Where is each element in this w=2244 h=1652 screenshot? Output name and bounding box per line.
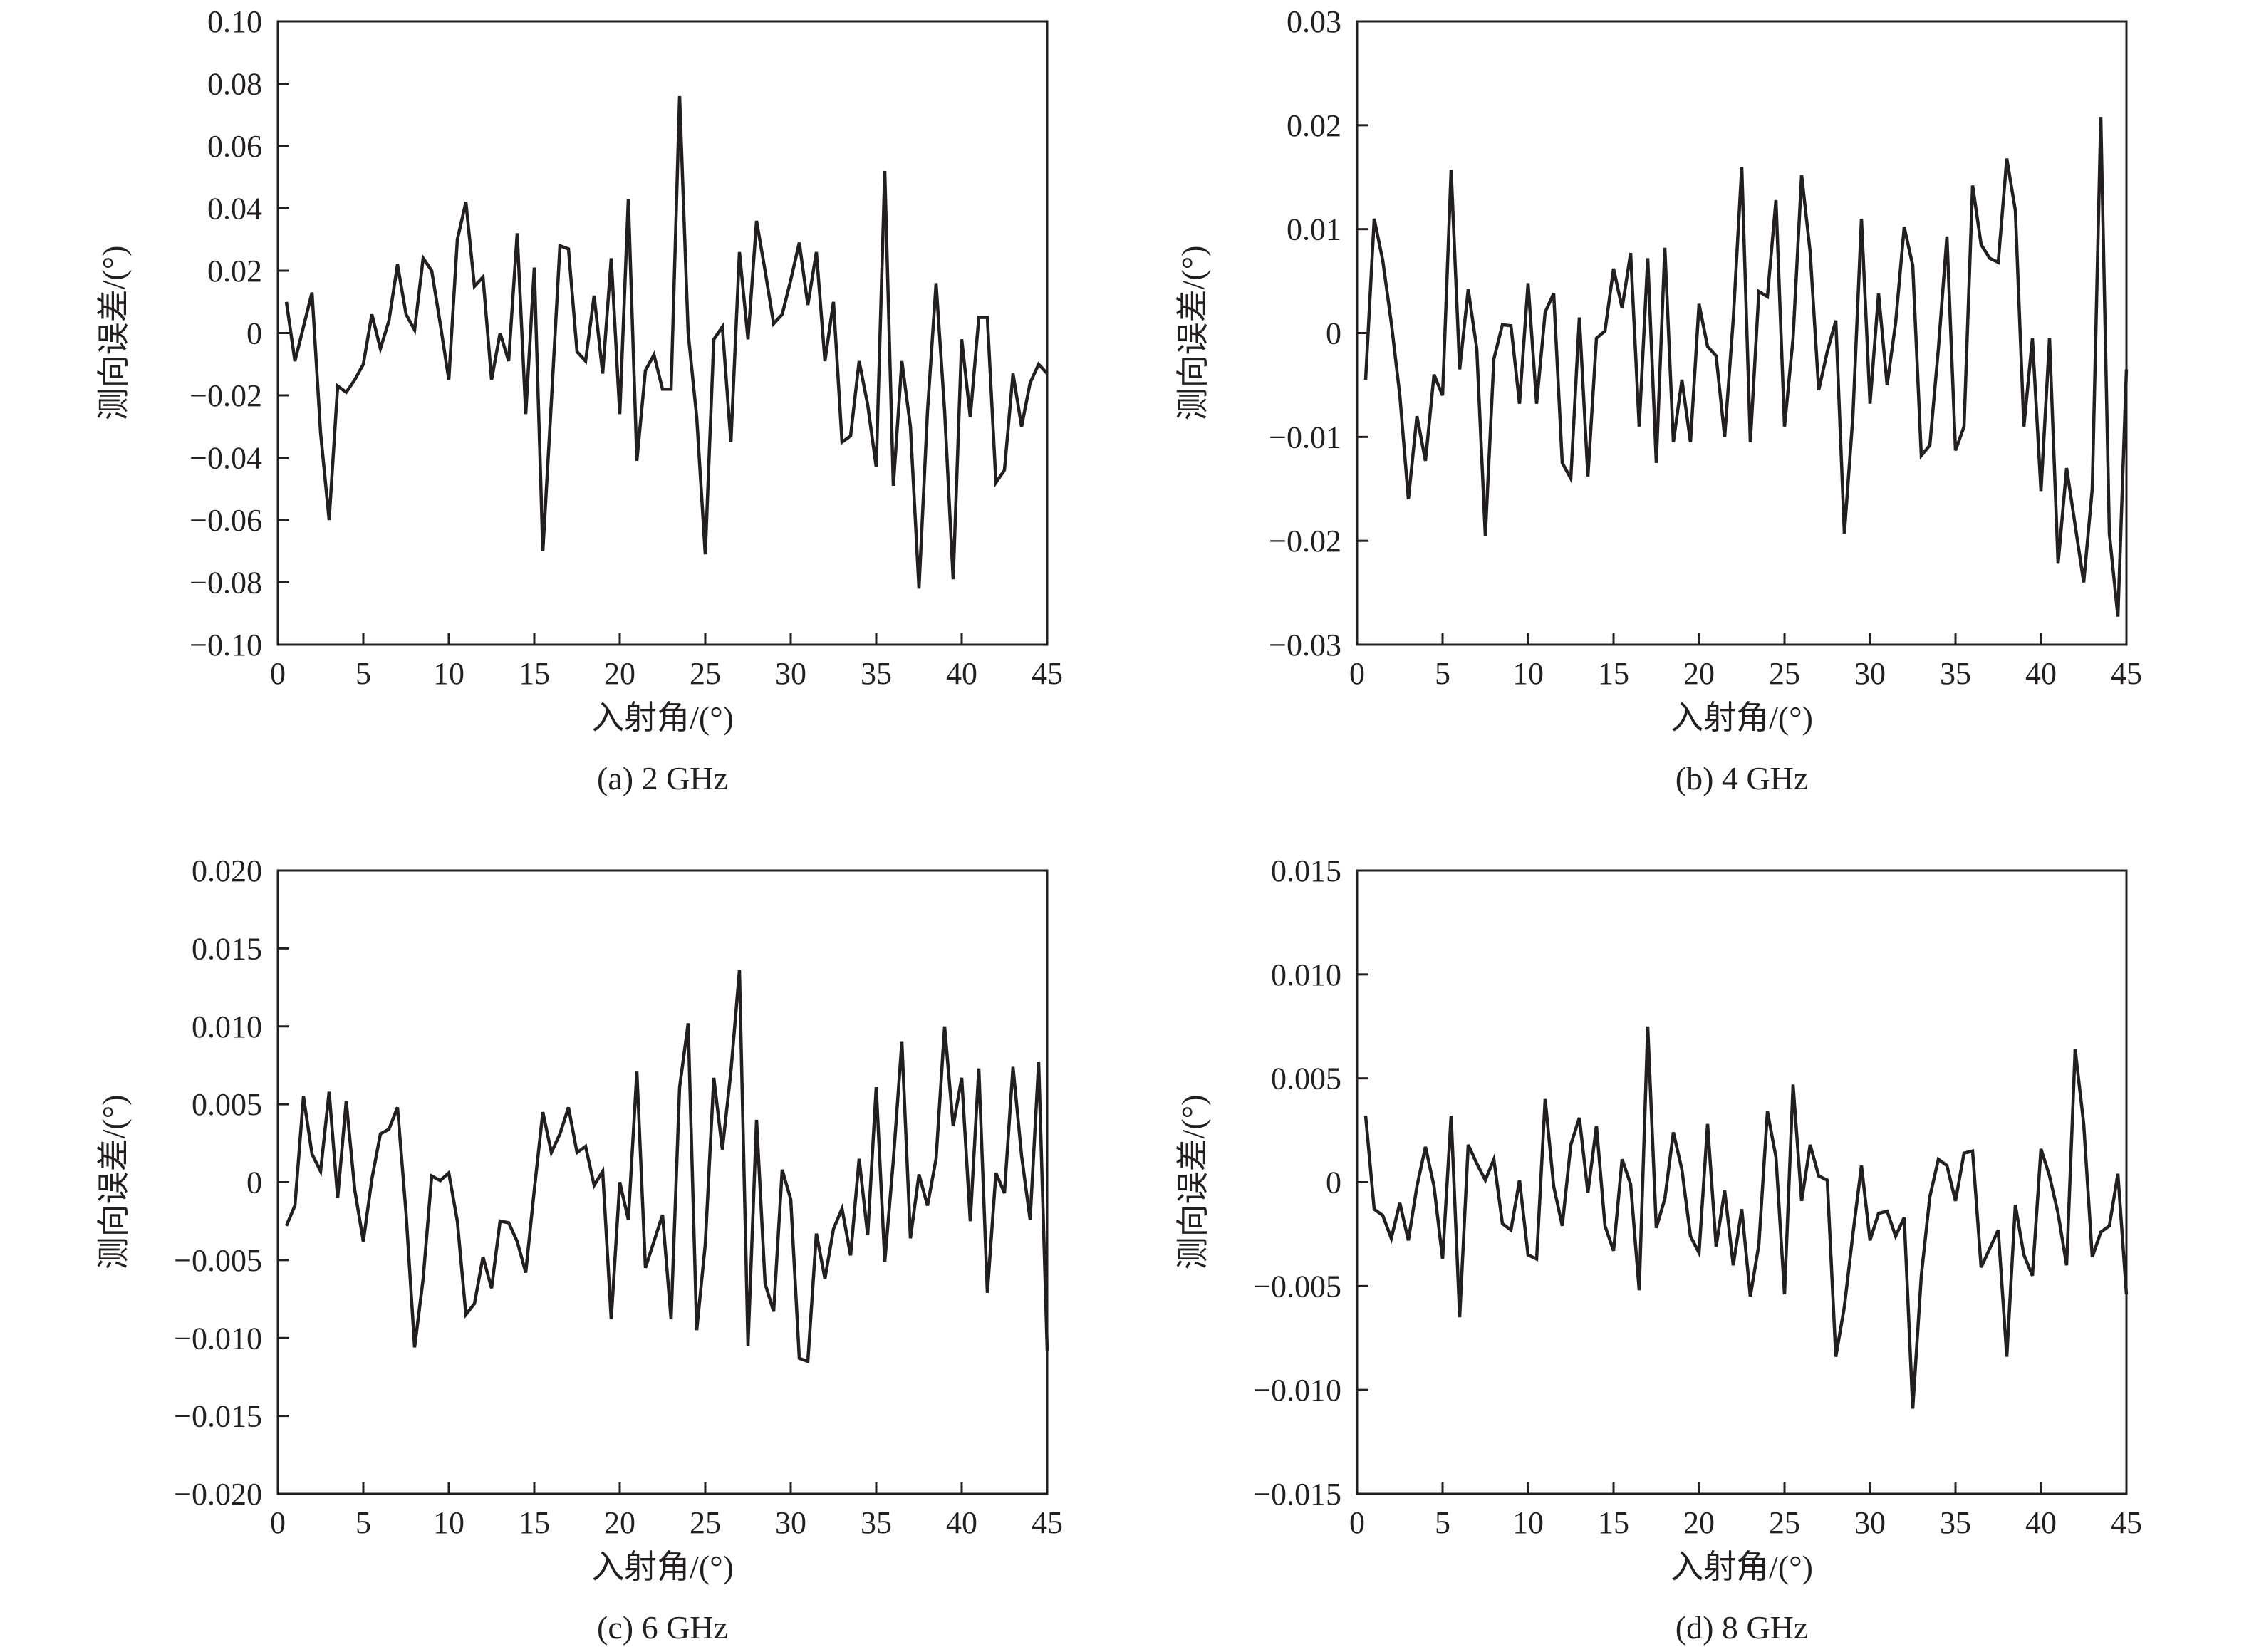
y-tick-label-a: 0.04 (207, 192, 262, 227)
y-tick-label-c: 0 (246, 1165, 262, 1200)
x-tick-label-c: 35 (861, 1505, 892, 1540)
x-tick-label-b: 10 (1512, 656, 1544, 691)
y-tick-label-d: 0.005 (1271, 1061, 1341, 1096)
y-tick-label-a: 0.06 (207, 129, 262, 164)
x-tick-label-d: 30 (1854, 1505, 1886, 1540)
x-tick-label-d: 5 (1435, 1505, 1450, 1540)
y-tick-label-a: −0.02 (189, 378, 262, 413)
x-tick-label-d: 35 (1940, 1505, 1971, 1540)
x-tick-label-b: 40 (2025, 656, 2057, 691)
y-tick-label-b: 0.03 (1287, 4, 1341, 39)
x-tick-label-d: 45 (2111, 1505, 2142, 1540)
y-tick-label-b: −0.01 (1269, 420, 1341, 454)
y-tick-label-c: −0.020 (174, 1477, 262, 1512)
y-tick-label-c: −0.005 (174, 1243, 262, 1278)
x-tick-label-a: 5 (355, 656, 371, 691)
y-axis-title-d: 测向误差/(°) (1175, 1095, 1211, 1270)
x-tick-label-b: 30 (1854, 656, 1886, 691)
y-tick-label-c: 0.005 (192, 1087, 262, 1122)
y-tick-label-b: −0.03 (1269, 628, 1341, 663)
x-tick-label-d: 25 (1769, 1505, 1800, 1540)
x-tick-label-c: 45 (1032, 1505, 1063, 1540)
y-tick-label-c: 0.015 (192, 931, 262, 966)
y-tick-label-c: 0.010 (192, 1009, 262, 1044)
y-tick-label-b: −0.02 (1269, 524, 1341, 559)
y-axis-title-c: 测向误差/(°) (95, 1095, 132, 1270)
y-tick-label-c: −0.010 (174, 1321, 262, 1356)
x-axis-title-b: 入射角/(°) (1671, 700, 1813, 736)
panel-caption-a: (a) 2 GHz (597, 760, 728, 796)
x-tick-label-a: 0 (270, 656, 286, 691)
panel-d: 0 5 10 15 20 25 30 35 40 45 0.015 0.010 0.005 0 −0.005… (1175, 853, 2142, 1646)
x-tick-label-d: 20 (1683, 1505, 1715, 1540)
y-tick-label-d: −0.015 (1253, 1477, 1341, 1512)
y-tick-label-a: 0.02 (207, 254, 262, 289)
y-tick-label-a: −0.06 (189, 503, 262, 538)
x-tick-label-b: 15 (1598, 656, 1629, 691)
x-tick-label-a: 30 (775, 656, 806, 691)
x-tick-label-d: 0 (1349, 1505, 1365, 1540)
y-tick-label-a: 0.08 (207, 67, 262, 102)
x-tick-label-c: 30 (775, 1505, 806, 1540)
x-tick-label-b: 25 (1769, 656, 1800, 691)
x-tick-label-b: 0 (1349, 656, 1365, 691)
x-tick-label-b: 35 (1940, 656, 1971, 691)
x-tick-label-d: 15 (1598, 1505, 1629, 1540)
panel-b: 0 5 10 15 20 25 30 35 40 45 0.03 0.02 0.01 0 −0.01 −0.0… (1175, 4, 2142, 796)
panel-caption-d: (d) 8 GHz (1676, 1609, 1809, 1646)
x-tick-label-a: 35 (861, 656, 892, 691)
x-tick-label-b: 20 (1683, 656, 1715, 691)
x-tick-label-d: 10 (1512, 1505, 1544, 1540)
panel-a: 0 5 10 15 20 25 30 35 40 450.100.080.060.040.020−… (95, 4, 1063, 796)
x-tick-label-a: 15 (519, 656, 550, 691)
y-tick-label-b: 0.02 (1287, 108, 1341, 143)
x-tick-label-c: 15 (519, 1505, 550, 1540)
x-tick-label-c: 0 (270, 1505, 286, 1540)
y-tick-label-d: −0.005 (1253, 1269, 1341, 1304)
y-tick-label-a: 0 (246, 316, 262, 351)
y-tick-label-d: 0.010 (1271, 957, 1341, 992)
panel-c: 0 5 10 15 20 25 30 35 40 450.0200.0150.0100.0050−… (95, 853, 1063, 1646)
y-tick-label-d: 0 (1326, 1165, 1341, 1200)
y-tick-label-b: 0.01 (1287, 212, 1341, 247)
x-tick-label-a: 25 (690, 656, 721, 691)
y-tick-label-a: 0.10 (207, 4, 262, 39)
x-tick-label-a: 40 (946, 656, 977, 691)
y-tick-label-a: −0.08 (189, 566, 262, 601)
panels: 0 5 10 15 20 25 30 35 40 450.100.080.060.040.020−… (95, 4, 2142, 1646)
series-line-b (1363, 117, 2129, 617)
series-line-a (284, 95, 1049, 589)
y-tick-label-a: −0.04 (189, 441, 262, 476)
y-tick-label-c: 0.020 (192, 853, 262, 888)
x-tick-label-c: 20 (604, 1505, 635, 1540)
series-line-d (1363, 1026, 2129, 1409)
x-tick-label-c: 10 (433, 1505, 464, 1540)
x-tick-label-b: 5 (1435, 656, 1450, 691)
y-tick-label-b: 0 (1326, 316, 1341, 351)
x-tick-label-c: 5 (355, 1505, 371, 1540)
series-line-c (284, 970, 1049, 1364)
x-tick-label-d: 40 (2025, 1505, 2057, 1540)
x-axis-title-d: 入射角/(°) (1671, 1549, 1813, 1585)
x-axis-title-a: 入射角/(°) (591, 700, 734, 736)
x-axis-title-c: 入射角/(°) (591, 1549, 734, 1585)
x-tick-label-c: 40 (946, 1505, 977, 1540)
panel-caption-c: (c) 6 GHz (597, 1609, 728, 1646)
x-tick-label-a: 20 (604, 656, 635, 691)
x-tick-label-a: 10 (433, 656, 464, 691)
panel-caption-b: (b) 4 GHz (1676, 760, 1809, 796)
y-tick-label-c: −0.015 (174, 1399, 262, 1434)
x-tick-label-b: 45 (2111, 656, 2142, 691)
y-tick-label-d: −0.010 (1253, 1373, 1341, 1408)
y-tick-label-a: −0.10 (189, 628, 262, 663)
x-tick-label-c: 25 (690, 1505, 721, 1540)
y-tick-label-d: 0.015 (1271, 853, 1341, 888)
y-axis-title-a: 测向误差/(°) (95, 246, 132, 421)
y-axis-title-b: 测向误差/(°) (1175, 246, 1211, 421)
x-tick-label-a: 45 (1032, 656, 1063, 691)
